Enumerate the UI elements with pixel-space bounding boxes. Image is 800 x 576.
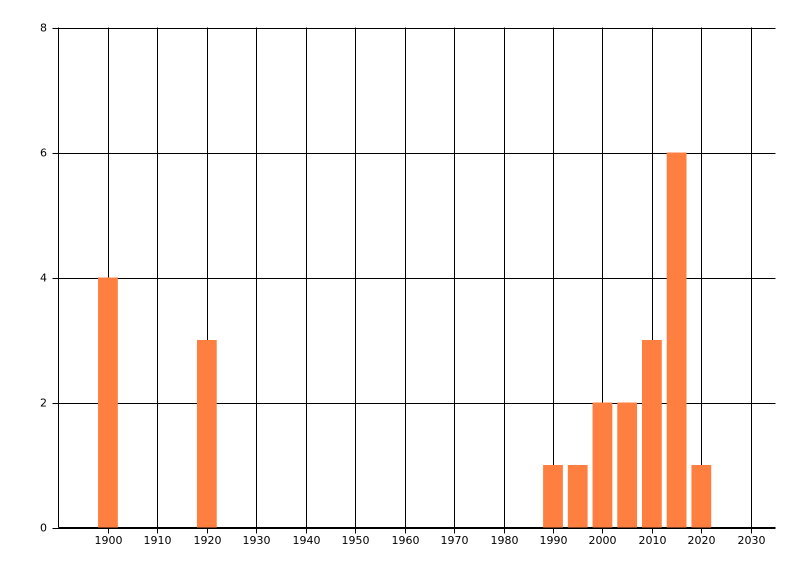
x-tick-label: 2030 bbox=[738, 534, 766, 547]
x-tick-label: 2010 bbox=[639, 534, 667, 547]
x-tick-label: 2000 bbox=[589, 534, 617, 547]
x-tick-label: 1910 bbox=[144, 534, 172, 547]
x-tick-label: 1960 bbox=[392, 534, 420, 547]
x-tick-label: 1920 bbox=[194, 534, 222, 547]
y-tick-label: 8 bbox=[40, 22, 47, 35]
x-tick-label: 1940 bbox=[293, 534, 321, 547]
x-tick-label: 2020 bbox=[688, 534, 716, 547]
y-tick-label: 6 bbox=[40, 147, 47, 160]
bar bbox=[592, 402, 613, 528]
bar bbox=[543, 465, 563, 528]
x-tick-label: 1980 bbox=[491, 534, 519, 547]
x-tick-label: 1970 bbox=[441, 534, 469, 547]
bar bbox=[196, 340, 217, 528]
bar bbox=[641, 340, 662, 528]
bar bbox=[567, 465, 588, 528]
x-tick-label: 1900 bbox=[95, 534, 123, 547]
bar bbox=[691, 465, 712, 528]
bar bbox=[617, 402, 638, 528]
y-tick-label: 2 bbox=[40, 397, 47, 410]
y-tick-label: 0 bbox=[40, 522, 47, 535]
y-tick-label: 4 bbox=[40, 272, 47, 285]
bar bbox=[98, 277, 118, 528]
x-tick-label: 1990 bbox=[540, 534, 568, 547]
x-tick-label: 1950 bbox=[342, 534, 370, 547]
bar bbox=[666, 152, 687, 528]
x-tick-label: 1930 bbox=[243, 534, 271, 547]
